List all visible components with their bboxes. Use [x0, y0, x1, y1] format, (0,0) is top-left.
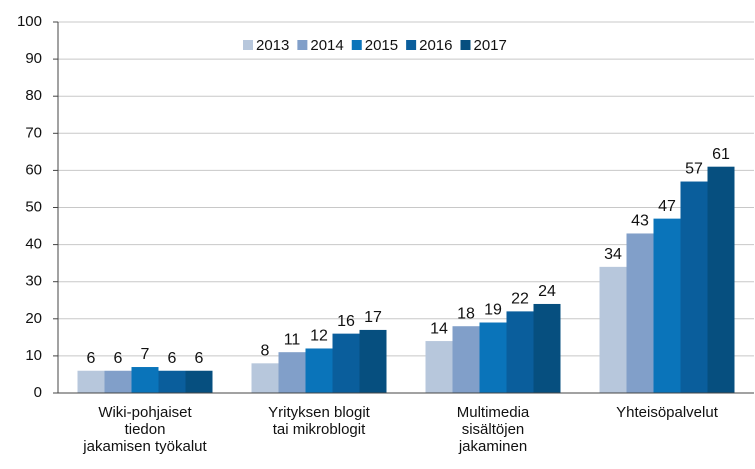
value-label: 19 — [484, 302, 502, 319]
y-tick-label: 30 — [25, 273, 42, 290]
bar — [707, 166, 735, 393]
value-label: 18 — [457, 305, 475, 322]
x-tick-label: Wiki-pohjaiset — [98, 404, 192, 421]
value-label: 43 — [631, 213, 649, 230]
legend-swatch — [406, 40, 417, 50]
legend-swatch — [243, 40, 253, 50]
value-label: 6 — [168, 350, 177, 367]
bar — [158, 370, 186, 393]
y-tick-label: 10 — [25, 347, 42, 364]
bar — [452, 326, 480, 393]
bar — [104, 370, 132, 393]
value-label: 6 — [195, 350, 204, 367]
y-tick-label: 20 — [25, 310, 42, 327]
bar — [653, 218, 681, 393]
bar — [278, 352, 306, 393]
y-tick-label: 50 — [25, 198, 42, 215]
bar — [425, 341, 453, 393]
value-label: 8 — [261, 343, 270, 360]
legend-label: 2015 — [365, 37, 398, 54]
legend-swatch — [351, 40, 362, 50]
value-label: 24 — [538, 283, 556, 300]
value-label: 61 — [712, 146, 730, 163]
legend-label: 2014 — [310, 37, 343, 54]
bar — [479, 322, 507, 393]
y-tick-label: 60 — [25, 161, 42, 178]
bar — [251, 363, 279, 393]
value-label: 14 — [430, 320, 448, 337]
x-tick-label: tai mikroblogit — [273, 421, 366, 438]
value-label: 47 — [658, 198, 676, 215]
value-label: 12 — [310, 328, 328, 345]
legend-swatch — [460, 40, 471, 50]
x-tick-label: jakamisen työkalut — [82, 438, 207, 455]
value-label: 11 — [284, 331, 301, 348]
y-tick-label: 90 — [25, 50, 42, 67]
legend-swatch — [297, 40, 308, 50]
y-tick-label: 100 — [17, 13, 42, 30]
bar — [506, 311, 534, 393]
value-label: 34 — [604, 246, 622, 263]
legend-label: 2017 — [474, 37, 507, 54]
legend-label: 2016 — [419, 37, 452, 54]
y-tick-label: 80 — [25, 87, 42, 104]
value-label: 22 — [511, 291, 529, 308]
x-tick-label: Yrityksen blogit — [268, 404, 371, 421]
x-tick-label: jakaminen — [458, 438, 527, 455]
bar — [680, 181, 708, 393]
x-tick-label: tiedon — [125, 421, 166, 438]
value-label: 6 — [87, 350, 96, 367]
value-label: 7 — [141, 346, 150, 363]
bar — [533, 303, 561, 393]
x-tick-label: Yhteisöpalvelut — [616, 404, 719, 421]
bar — [626, 233, 654, 393]
y-tick-label: 40 — [25, 236, 42, 253]
bar — [305, 348, 333, 393]
bar — [185, 370, 213, 393]
value-label: 17 — [364, 309, 382, 326]
bar — [131, 367, 159, 393]
value-label: 6 — [114, 350, 123, 367]
value-label: 16 — [337, 313, 355, 330]
y-tick-label: 70 — [25, 124, 42, 141]
legend-label: 2013 — [256, 37, 289, 54]
bar — [359, 329, 387, 393]
bar — [77, 370, 105, 393]
y-tick-label: 0 — [34, 384, 42, 401]
value-label: 57 — [685, 161, 703, 178]
x-tick-label: Multimedia — [457, 404, 530, 421]
bar — [599, 266, 627, 393]
bar — [332, 333, 360, 393]
x-tick-label: sisältöjen — [462, 421, 525, 438]
